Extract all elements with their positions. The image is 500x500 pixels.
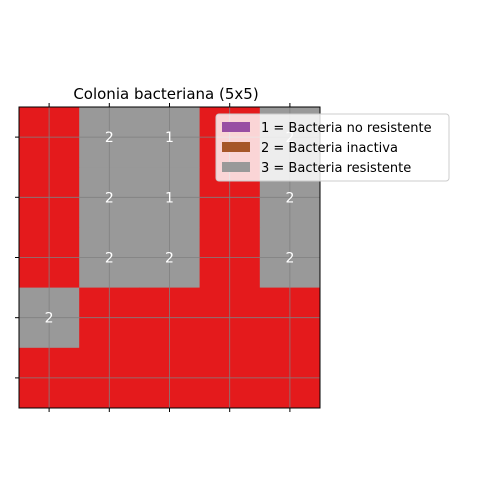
legend: 1 = Bacteria no resistente 2 = Bacteria i… bbox=[215, 113, 450, 182]
cell-value-label: 1 bbox=[165, 130, 174, 146]
legend-label: 2 = Bacteria inactiva bbox=[261, 141, 398, 156]
chart-title: Colonia bacteriana (5x5) bbox=[73, 85, 258, 103]
cell-value-label: 2 bbox=[45, 311, 54, 327]
legend-swatch bbox=[222, 162, 250, 172]
plot-frame bbox=[18, 106, 321, 409]
cell-value-label: 2 bbox=[105, 251, 114, 267]
legend-box bbox=[215, 113, 450, 182]
cell-value-label: 2 bbox=[285, 251, 294, 267]
legend-swatch bbox=[222, 122, 250, 132]
cell-value-label: 1 bbox=[165, 190, 174, 206]
legend-swatch bbox=[222, 142, 250, 152]
tick-layer bbox=[15, 103, 291, 412]
legend-label: 1 = Bacteria no resistente bbox=[261, 121, 432, 136]
legend-label: 3 = Bacteria resistente bbox=[261, 161, 411, 176]
cell-value-label: 2 bbox=[105, 130, 114, 146]
cell-value-label: 2 bbox=[285, 190, 294, 206]
cell-value-label: 2 bbox=[165, 251, 174, 267]
cell-value-label: 2 bbox=[105, 190, 114, 206]
